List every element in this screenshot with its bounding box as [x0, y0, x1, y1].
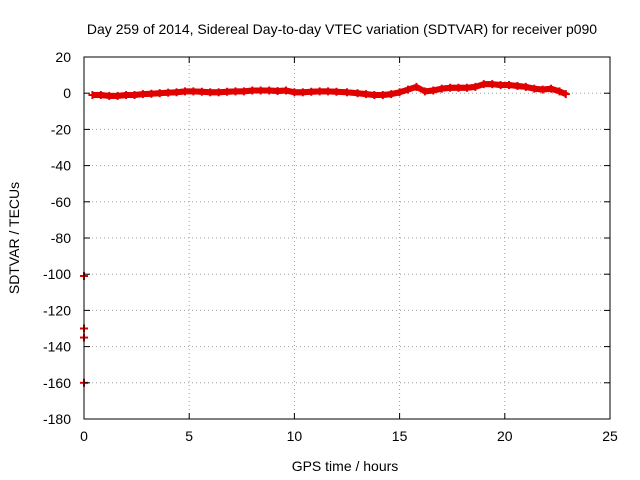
y-tick-label: -20: [51, 121, 71, 137]
y-tick-label: -120: [43, 302, 71, 318]
y-tick-label: -40: [51, 158, 71, 174]
y-tick-label: -100: [43, 266, 71, 282]
data-points: [80, 80, 570, 387]
x-tick-label: 0: [80, 428, 88, 444]
y-tick-label: -140: [43, 339, 71, 355]
y-tick-label: 0: [63, 85, 71, 101]
x-axis-label: GPS time / hours: [292, 458, 399, 474]
tick-labels: 0 5 10 15 20 25 -180 -160 -140 -120 -100 -80 -60 -40 -…: [43, 49, 618, 444]
y-tick-label: -160: [43, 375, 71, 391]
grid-layer: [84, 57, 610, 419]
y-tick-label: -180: [43, 411, 71, 427]
data-point-fill: [561, 90, 570, 97]
x-tick-label: 15: [392, 428, 408, 444]
y-tick-label: -60: [51, 194, 71, 210]
x-tick-label: 20: [497, 428, 513, 444]
x-tick-label: 25: [602, 428, 618, 444]
x-tick-label: 5: [185, 428, 193, 444]
y-axis-label: SDTVAR / TECUs: [6, 182, 22, 294]
axis-ticks: [83, 56, 611, 420]
y-tick-label: 20: [55, 49, 71, 65]
y-tick-label: -80: [51, 230, 71, 246]
chart-title: Day 259 of 2014, Sidereal Day-to-day VTE…: [87, 21, 597, 37]
x-tick-label: 10: [287, 428, 303, 444]
